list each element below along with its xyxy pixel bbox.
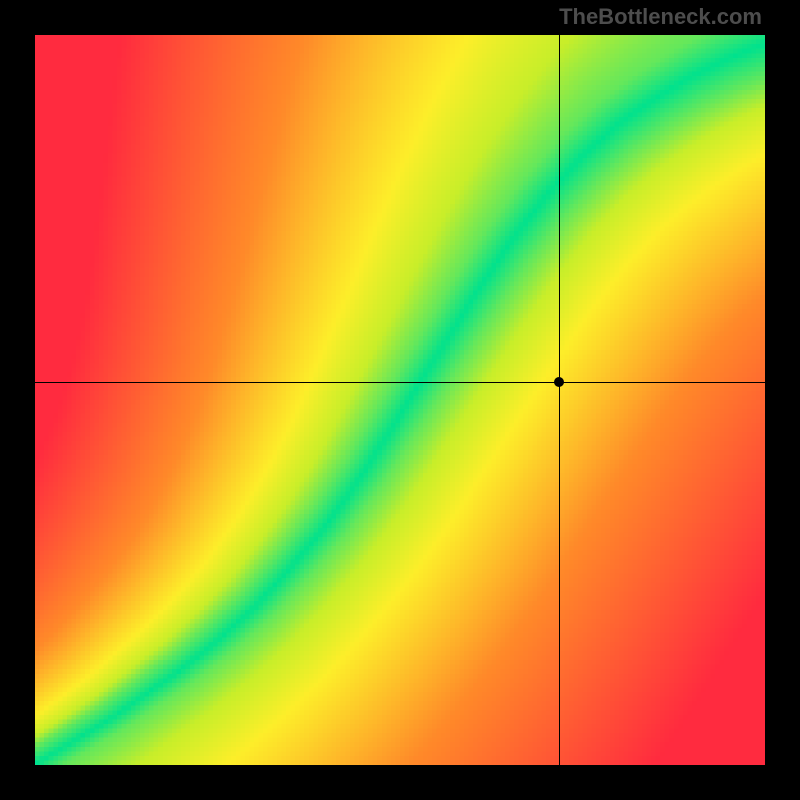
plot-area — [35, 35, 765, 765]
root-container: TheBottleneck.com — [0, 0, 800, 800]
watermark-text: TheBottleneck.com — [559, 4, 762, 30]
heatmap-canvas — [35, 35, 765, 765]
crosshair-horizontal — [35, 382, 765, 383]
crosshair-vertical — [559, 35, 560, 765]
marker-point — [554, 377, 564, 387]
